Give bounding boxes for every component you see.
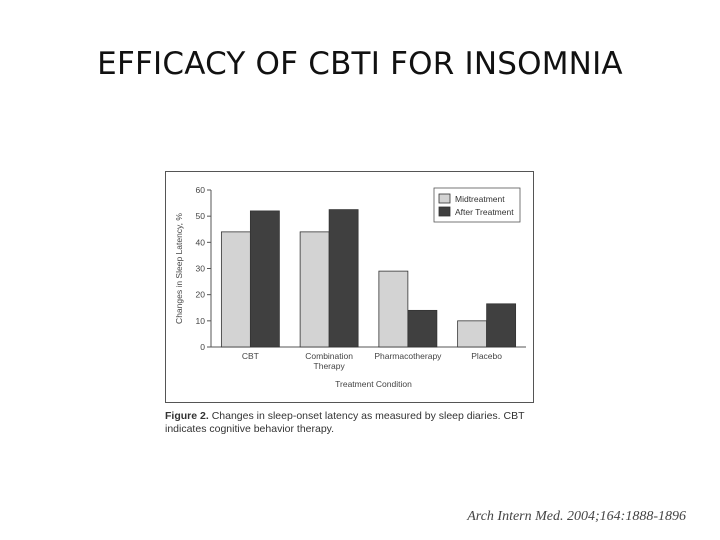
y-tick-label: 50 <box>196 211 206 221</box>
x-axis-title: Treatment Condition <box>335 379 412 389</box>
figure-frame: 0 10 20 30 40 50 60 Changes in Sleep Latency, %… <box>165 171 534 403</box>
citation: Arch Intern Med. 2004;164:1888-1896 <box>467 509 686 524</box>
figure-caption: Figure 2. Changes in sleep-onset latency… <box>165 410 545 436</box>
y-tick-label: 60 <box>196 185 206 195</box>
x-tick-label: Placebo <box>471 351 502 361</box>
y-tick-label: 10 <box>196 316 206 326</box>
caption-text: Changes in sleep-onset latency as measur… <box>165 410 525 435</box>
x-tick-label: CBT <box>242 351 259 361</box>
caption-label: Figure 2. <box>165 410 209 422</box>
y-tick-label: 0 <box>200 342 205 352</box>
y-axis-title: Changes in Sleep Latency, % <box>174 213 184 324</box>
y-tick-label: 40 <box>196 237 206 247</box>
y-tick-label: 30 <box>196 264 206 274</box>
slide-title: EFFICACY OF CBTI FOR INSOMNIA <box>97 46 623 82</box>
x-tick-label: Pharmacotherapy <box>374 351 442 361</box>
bar <box>249 210 280 348</box>
bar <box>407 309 438 348</box>
bar <box>220 231 251 348</box>
bar <box>457 320 488 348</box>
bar-chart: 0 10 20 30 40 50 60 Changes in Sleep Latency, %… <box>174 185 526 389</box>
bar <box>486 303 517 348</box>
bar <box>299 231 330 348</box>
bar <box>378 270 409 348</box>
legend-label: Midtreatment <box>455 194 505 204</box>
legend-swatch <box>438 193 451 204</box>
legend-swatch <box>438 206 451 217</box>
x-tick-label: Therapy <box>314 361 346 371</box>
y-tick-label: 20 <box>196 290 206 300</box>
bar <box>328 209 359 348</box>
x-tick-label: Combination <box>305 351 353 361</box>
legend-label: After Treatment <box>455 207 514 217</box>
